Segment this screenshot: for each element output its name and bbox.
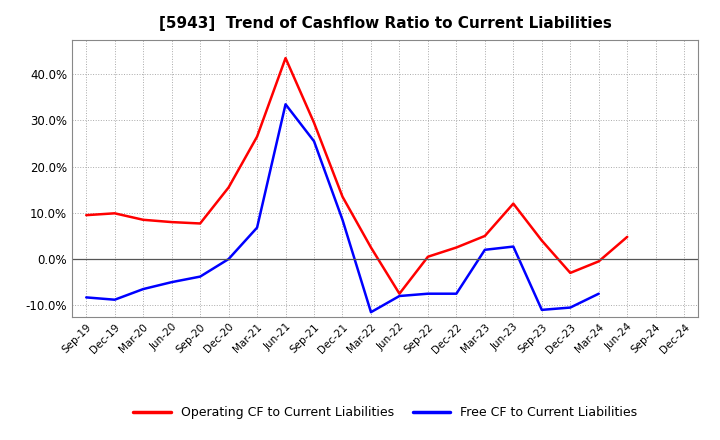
Free CF to Current Liabilities	[480, 247, 489, 253]
Free CF to Current Liabilities	[566, 305, 575, 310]
Line: Free CF to Current Liabilities: Free CF to Current Liabilities	[86, 104, 599, 312]
Operating CF to Current Liabilities	[82, 213, 91, 218]
Operating CF to Current Liabilities	[423, 254, 432, 259]
Free CF to Current Liabilities	[452, 291, 461, 297]
Legend: Operating CF to Current Liabilities, Free CF to Current Liabilities: Operating CF to Current Liabilities, Fre…	[128, 401, 642, 424]
Free CF to Current Liabilities	[509, 244, 518, 249]
Operating CF to Current Liabilities	[196, 221, 204, 226]
Free CF to Current Liabilities	[139, 286, 148, 292]
Operating CF to Current Liabilities	[282, 55, 290, 61]
Operating CF to Current Liabilities	[595, 259, 603, 264]
Free CF to Current Liabilities	[110, 297, 119, 302]
Title: [5943]  Trend of Cashflow Ratio to Current Liabilities: [5943] Trend of Cashflow Ratio to Curren…	[159, 16, 611, 32]
Operating CF to Current Liabilities	[509, 201, 518, 206]
Operating CF to Current Liabilities	[310, 120, 318, 125]
Free CF to Current Liabilities	[338, 217, 347, 222]
Operating CF to Current Liabilities	[480, 233, 489, 238]
Operating CF to Current Liabilities	[395, 291, 404, 297]
Operating CF to Current Liabilities	[566, 270, 575, 275]
Free CF to Current Liabilities	[395, 293, 404, 299]
Operating CF to Current Liabilities	[338, 194, 347, 199]
Free CF to Current Liabilities	[310, 139, 318, 144]
Operating CF to Current Liabilities	[366, 245, 375, 250]
Free CF to Current Liabilities	[423, 291, 432, 297]
Operating CF to Current Liabilities	[253, 134, 261, 139]
Free CF to Current Liabilities	[225, 257, 233, 262]
Free CF to Current Liabilities	[167, 279, 176, 285]
Operating CF to Current Liabilities	[110, 211, 119, 216]
Free CF to Current Liabilities	[82, 295, 91, 300]
Line: Operating CF to Current Liabilities: Operating CF to Current Liabilities	[86, 58, 627, 294]
Operating CF to Current Liabilities	[537, 238, 546, 243]
Free CF to Current Liabilities	[595, 291, 603, 297]
Free CF to Current Liabilities	[537, 307, 546, 312]
Free CF to Current Liabilities	[282, 102, 290, 107]
Operating CF to Current Liabilities	[623, 234, 631, 239]
Free CF to Current Liabilities	[366, 310, 375, 315]
Operating CF to Current Liabilities	[452, 245, 461, 250]
Operating CF to Current Liabilities	[225, 185, 233, 190]
Operating CF to Current Liabilities	[167, 220, 176, 225]
Free CF to Current Liabilities	[196, 274, 204, 279]
Free CF to Current Liabilities	[253, 225, 261, 230]
Operating CF to Current Liabilities	[139, 217, 148, 222]
